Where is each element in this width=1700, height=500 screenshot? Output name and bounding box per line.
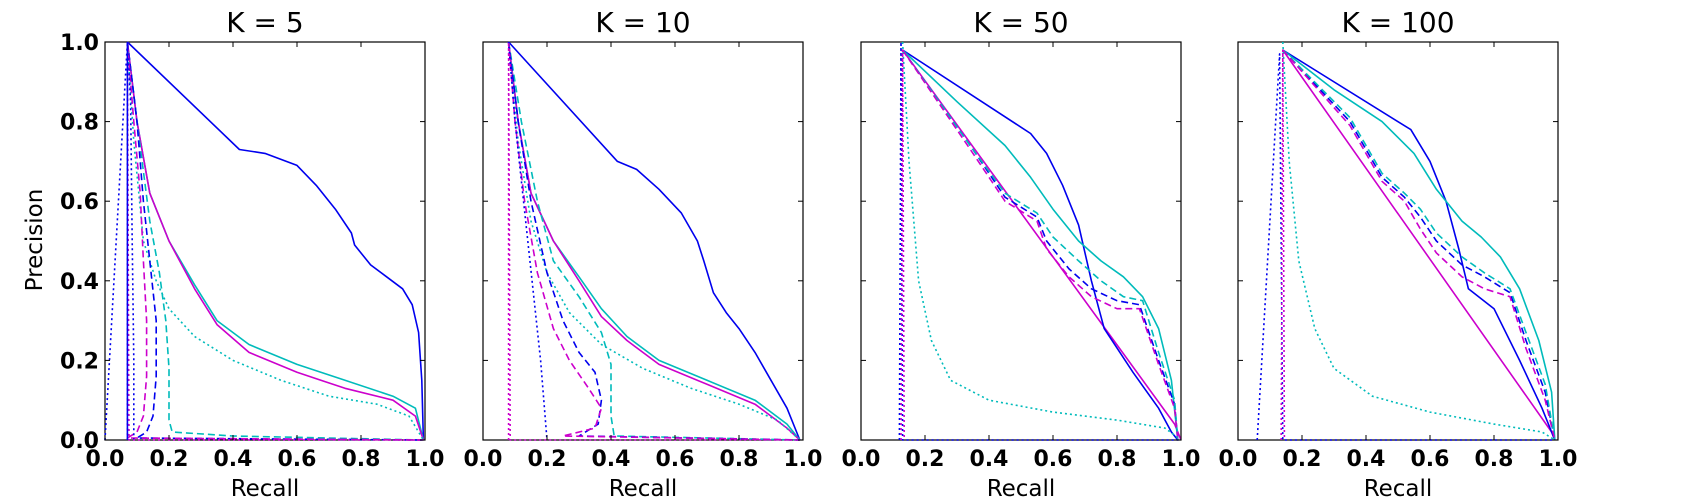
x-tick-label: 0.8 xyxy=(720,447,759,472)
chart-panel: 0.0 0.2 0.4 0.6 0.8 1.0 K = 100 Recall xyxy=(1219,6,1578,500)
x-tick-label: 1.0 xyxy=(784,447,823,472)
series-line xyxy=(508,41,801,441)
x-tick-label: 0.0 xyxy=(1219,447,1258,472)
series-line xyxy=(507,41,801,441)
y-tick-label: 0.6 xyxy=(60,190,99,215)
y-tick-label: 0.2 xyxy=(60,349,99,374)
chart-panel: 0.0 0.2 0.4 0.6 0.8 1.0 K = 50 Recall xyxy=(842,6,1201,500)
x-tick-label: 0.2 xyxy=(906,447,945,472)
chart-title: K = 100 xyxy=(1341,6,1454,39)
series-line xyxy=(126,41,425,441)
y-tick-label: 0.8 xyxy=(60,111,99,136)
y-axis-label: Precision xyxy=(22,189,48,292)
series-line xyxy=(507,41,801,441)
series-line xyxy=(126,41,424,441)
series-line xyxy=(126,41,424,441)
series-line xyxy=(507,41,548,441)
series-line xyxy=(507,41,800,441)
series-line xyxy=(507,41,800,441)
series-line xyxy=(1282,49,1556,441)
x-tick-label: 0.8 xyxy=(342,447,381,472)
plot-frame xyxy=(860,41,1182,441)
series-line xyxy=(1282,49,1556,441)
x-tick-label: 1.0 xyxy=(1162,447,1201,472)
x-tick-label: 0.6 xyxy=(1034,447,1073,472)
x-tick-label: 0.0 xyxy=(842,447,881,472)
series-line xyxy=(901,41,1182,441)
series-line xyxy=(104,41,135,441)
plot-frame xyxy=(1237,41,1559,441)
x-tick-label: 0.0 xyxy=(464,447,503,472)
x-tick-label: 0.4 xyxy=(1347,447,1386,472)
series-line xyxy=(902,49,1179,441)
plot-frame xyxy=(104,41,426,441)
chart-title: K = 50 xyxy=(973,6,1068,39)
series-line xyxy=(507,41,800,441)
chart-panel: 0.0 0.2 0.4 0.6 0.8 1.0 0.0 0.2 0.4 0.6 0.8 1.0 K = … xyxy=(60,6,444,500)
x-tick-label: 0.8 xyxy=(1098,447,1137,472)
chart-title: K = 5 xyxy=(226,6,303,39)
y-tick-label: 0.4 xyxy=(60,270,99,295)
x-tick-label: 0.4 xyxy=(214,447,253,472)
x-axis-label: Recall xyxy=(1364,476,1433,500)
x-tick-label: 0.2 xyxy=(528,447,567,472)
series-line xyxy=(126,41,425,441)
x-axis-label: Recall xyxy=(609,476,678,500)
x-tick-label: 0.6 xyxy=(1411,447,1450,472)
x-tick-label: 0.4 xyxy=(592,447,631,472)
series-line xyxy=(507,41,800,441)
x-axis-label: Recall xyxy=(231,476,300,500)
x-tick-label: 0.8 xyxy=(1475,447,1514,472)
x-tick-label: 1.0 xyxy=(406,447,445,472)
x-tick-label: 0.2 xyxy=(150,447,189,472)
series-line xyxy=(898,41,1181,441)
series-line xyxy=(126,41,424,441)
series-line xyxy=(901,49,1179,441)
series-line xyxy=(902,49,1179,441)
x-tick-label: 0.2 xyxy=(1283,447,1322,472)
series-line xyxy=(1282,41,1556,441)
series-line xyxy=(1282,49,1556,441)
chart-panel: 0.0 0.2 0.4 0.6 0.8 1.0 K = 10 Recall xyxy=(464,6,823,500)
y-tick-label: 0.0 xyxy=(60,429,99,454)
series-line xyxy=(1280,49,1286,441)
x-tick-label: 0.6 xyxy=(656,447,695,472)
y-tick-label: 1.0 xyxy=(60,31,99,56)
plot-frame xyxy=(482,41,804,441)
series-line xyxy=(900,49,905,441)
series-line xyxy=(901,49,1182,441)
x-tick-label: 0.6 xyxy=(278,447,317,472)
x-tick-label: 1.0 xyxy=(1539,447,1578,472)
series-line xyxy=(1282,49,1556,441)
series-line xyxy=(901,49,1179,441)
chart-title: K = 10 xyxy=(595,6,690,39)
x-axis-label: Recall xyxy=(987,476,1056,500)
chart-panels: 0.0 0.2 0.4 0.6 0.8 1.0 0.0 0.2 0.4 0.6 0.8 1.0 K = … xyxy=(60,6,1577,500)
x-tick-label: 0.4 xyxy=(970,447,1009,472)
x-tick-label: 0.0 xyxy=(86,447,125,472)
series-line xyxy=(901,49,1179,441)
series-line xyxy=(1282,49,1556,441)
